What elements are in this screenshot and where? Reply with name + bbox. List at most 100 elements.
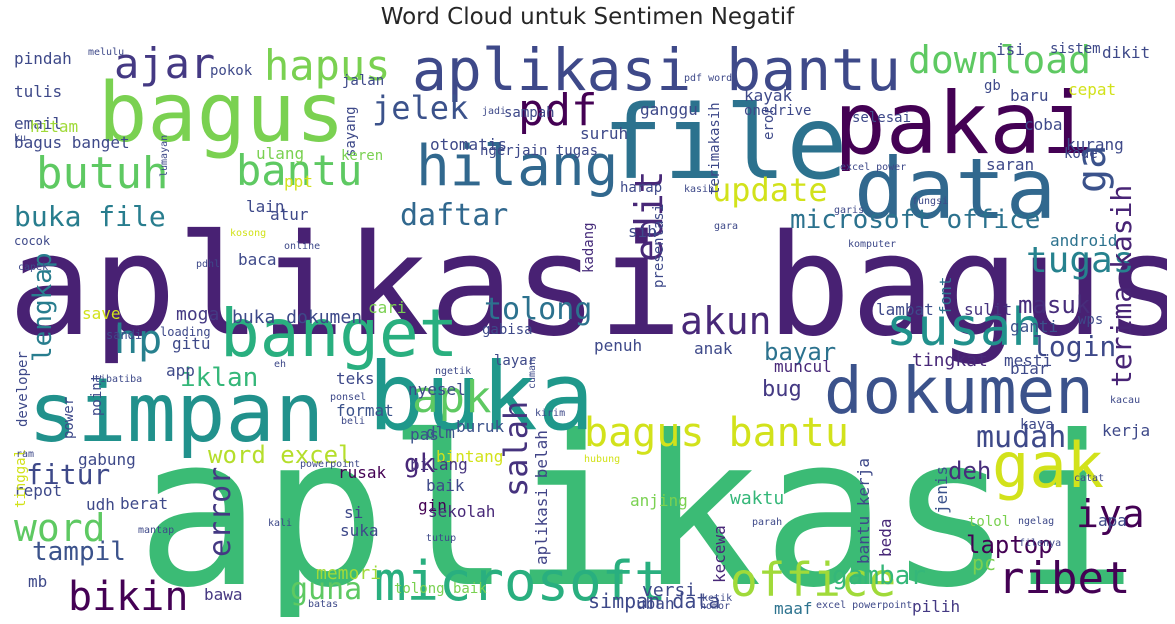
cloud-word: bayar bbox=[764, 338, 837, 366]
cloud-word: login bbox=[1032, 330, 1117, 363]
cloud-word: ribet bbox=[998, 553, 1131, 604]
cloud-word: app bbox=[166, 361, 195, 380]
cloud-word: bilang bbox=[410, 455, 468, 474]
cloud-word: powerpoint bbox=[300, 459, 361, 470]
cloud-word: gitu bbox=[172, 334, 211, 353]
cloud-word: word bbox=[14, 506, 106, 550]
cloud-word: tutup bbox=[426, 533, 457, 544]
cloud-word: microsoft office bbox=[790, 205, 1041, 235]
cloud-word: jelek bbox=[372, 89, 469, 127]
cloud-word: deh bbox=[948, 457, 992, 485]
cloud-word: excel powerpoint bbox=[816, 600, 913, 611]
cloud-word: akun bbox=[680, 299, 772, 343]
cloud-word: lumayan bbox=[159, 134, 170, 177]
cloud-word: buka bbox=[368, 343, 595, 452]
cloud-word: hapus bbox=[264, 41, 391, 90]
cloud-word: ram bbox=[16, 449, 35, 460]
cloud-word: aplikasi bantu bbox=[412, 37, 901, 104]
cloud-word: susah bbox=[886, 298, 1043, 358]
cloud-word: gabung bbox=[78, 450, 136, 469]
cloud-word: buka file bbox=[14, 200, 166, 233]
cloud-word: repot bbox=[14, 481, 63, 500]
cloud-word: online bbox=[284, 241, 321, 252]
cloud-word: anjing bbox=[630, 491, 688, 510]
cloud-word: penuh bbox=[594, 336, 643, 355]
cloud-word: tolol bbox=[968, 514, 1011, 530]
cloud-word: memori bbox=[316, 563, 382, 584]
cloud-word: bagus bbox=[98, 66, 345, 161]
cloud-word: bintang bbox=[436, 447, 504, 466]
cloud-word: tugas bbox=[1026, 240, 1135, 281]
cloud-word: kurang bbox=[1066, 135, 1124, 154]
cloud-word: update bbox=[712, 171, 828, 209]
cloud-word: bantu kerja bbox=[854, 457, 873, 564]
cloud-word: baik bbox=[426, 476, 465, 495]
cloud-word: lain bbox=[246, 197, 285, 216]
cloud-word: kerja bbox=[1102, 421, 1151, 440]
cloud-word: atur bbox=[270, 205, 309, 224]
cloud-word: keren bbox=[341, 148, 384, 164]
cloud-word: kayak bbox=[744, 86, 793, 105]
cloud-word: jadi bbox=[482, 106, 507, 117]
cloud-word: tulis bbox=[14, 82, 63, 101]
cloud-word: eh bbox=[274, 359, 287, 370]
cloud-word: kadang bbox=[581, 222, 597, 274]
cloud-word: hubung bbox=[584, 454, 621, 465]
cloud-word: kosong bbox=[230, 228, 267, 239]
cloud-word: gara bbox=[714, 221, 739, 232]
cloud-word: ganti bbox=[1010, 317, 1059, 336]
cloud-word: loading bbox=[160, 325, 211, 339]
cloud-word: muncul bbox=[774, 357, 832, 376]
cloud-word: waktu bbox=[730, 488, 785, 509]
cloud-word: gabisa bbox=[482, 322, 533, 338]
cloud-word: gb bbox=[984, 78, 1001, 94]
cloud-word: gk bbox=[404, 449, 436, 479]
cloud-word: coba bbox=[1024, 115, 1063, 134]
cloud-word: buka dokumen bbox=[232, 307, 363, 328]
cloud-word: tolong baik bbox=[394, 581, 487, 597]
cloud-word: file bbox=[602, 84, 848, 203]
cloud-word: apa bbox=[1098, 511, 1127, 530]
cloud-word: kacau bbox=[1110, 395, 1141, 406]
cloud-word: word excel bbox=[208, 441, 353, 469]
cloud-word: tingkat bbox=[912, 350, 988, 371]
cloud-word: bagus banget bbox=[14, 133, 130, 152]
cloud-word: suka bbox=[340, 521, 379, 540]
cloud-word: rusak bbox=[338, 463, 387, 482]
cloud-word: cuman bbox=[527, 358, 538, 389]
cloud-word: masuk bbox=[1018, 291, 1091, 319]
cloud-word: tampil bbox=[32, 537, 126, 567]
cloud-word: ulang bbox=[256, 144, 305, 163]
cloud-word: gak bbox=[992, 429, 1104, 502]
cloud-word: download bbox=[908, 38, 1092, 82]
cloud-word: ganggu bbox=[640, 100, 698, 119]
cloud-word: hilang bbox=[416, 134, 619, 199]
cloud-word: tibatiba bbox=[94, 374, 143, 385]
chart-title: Word Cloud untuk Sentimen Negatif bbox=[380, 4, 795, 30]
cloud-word: moga bbox=[176, 304, 220, 325]
cloud-word: email bbox=[14, 114, 63, 133]
cloud-word: pokok bbox=[210, 63, 253, 79]
cloud-word: sandi bbox=[106, 328, 143, 342]
cloud-word: cari bbox=[368, 298, 407, 317]
cloud-word: kode bbox=[1064, 146, 1098, 162]
cloud-word: kaya bbox=[1020, 417, 1054, 433]
cloud-word: iklan bbox=[180, 363, 259, 393]
cloud-word: pas bbox=[410, 425, 439, 444]
cloud-word: gambar bbox=[832, 561, 926, 591]
cloud-word: bikin bbox=[68, 574, 189, 617]
cloud-word: parah bbox=[752, 517, 783, 528]
cloud-word: lambat bbox=[876, 300, 934, 319]
cloud-word: cocok bbox=[14, 234, 51, 248]
cloud-word: pdf bbox=[518, 85, 598, 136]
cloud-word: sistem bbox=[1050, 41, 1101, 57]
cloud-word: selesai bbox=[852, 110, 912, 126]
cloud-word: melulu bbox=[88, 47, 125, 58]
cloud-word: bug bbox=[762, 377, 802, 402]
cloud-word: data bbox=[854, 140, 1057, 238]
cloud-word: anak bbox=[694, 339, 733, 358]
cloud-word: save bbox=[82, 304, 121, 323]
cloud-word: ngetik bbox=[435, 366, 472, 377]
cloud-word: udh bbox=[86, 495, 115, 514]
cloud-word: sekolah bbox=[428, 502, 496, 521]
